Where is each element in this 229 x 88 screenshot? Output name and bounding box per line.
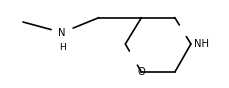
Text: O: O (137, 67, 145, 77)
Text: H: H (58, 43, 65, 52)
Text: N: N (58, 28, 65, 38)
Text: NH: NH (194, 39, 208, 49)
